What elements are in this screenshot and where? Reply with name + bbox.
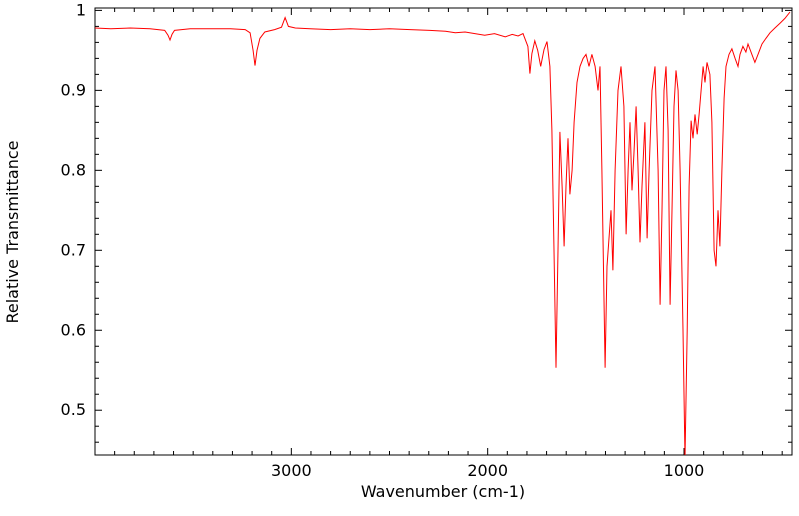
- y-tick-label: 1: [76, 0, 86, 19]
- x-axis-label: Wavenumber (cm-1): [361, 482, 525, 501]
- y-axis-label: Relative Transmittance: [3, 140, 22, 323]
- x-tick-label: 2000: [467, 461, 508, 480]
- y-tick-label: 0.6: [61, 320, 86, 339]
- plot-border: [94, 7, 793, 456]
- y-tick-label: 0.8: [61, 160, 86, 179]
- x-axis-ticks: 3000 2000 1000: [114, 8, 783, 480]
- y-tick-label: 0.9: [61, 80, 86, 99]
- x-tick-label: 3000: [271, 461, 312, 480]
- y-axis-ticks: 0.5 0.6 0.7 0.8 0.9 1: [61, 0, 792, 443]
- spectrum-line: [95, 11, 791, 455]
- x-tick-label: 1000: [664, 461, 705, 480]
- y-tick-label: 0.7: [61, 240, 86, 259]
- y-tick-label: 0.5: [61, 400, 86, 419]
